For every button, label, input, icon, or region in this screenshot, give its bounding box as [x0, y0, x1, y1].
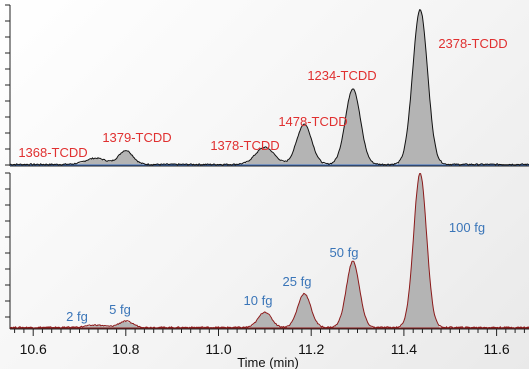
peak-label-2378-tcdd: 2378-TCDD	[438, 36, 507, 51]
peak-10-fg	[245, 312, 285, 328]
peak-label-1478-tcdd: 1478-TCDD	[278, 114, 347, 129]
peak-label-2-fg: 2 fg	[66, 309, 88, 324]
peak-1379-tcdd	[105, 151, 147, 165]
peak-50-fg	[333, 261, 373, 328]
peak-label-1234-tcdd: 1234-TCDD	[307, 68, 376, 83]
peak-5-fg	[105, 321, 147, 328]
top-panel: 1368-TCDD 1379-TCDD 1378-TCDD 1478-TCDD 1234…	[5, 4, 529, 167]
peak-label-25-fg: 25 fg	[283, 274, 312, 289]
x-tick-label: 10.8	[112, 341, 139, 357]
peak-label-1368-tcdd: 1368-TCDD	[18, 145, 87, 160]
peak-25-fg	[284, 294, 324, 328]
trace-line	[9, 9, 529, 166]
x-tick-label: 10.6	[20, 341, 47, 357]
bottom-panel: 2 fg 5 fg 10 fg 25 fg 50 fg 100 fg	[5, 172, 529, 329]
peak-1478-tcdd	[282, 124, 327, 165]
peak-1378-tcdd	[237, 147, 293, 165]
x-axis: 10.6 10.8 11.0 11.2 11.4 11.6	[10, 328, 529, 357]
peak-label-10-fg: 10 fg	[244, 293, 273, 308]
peak-label-50-fg: 50 fg	[330, 245, 359, 260]
peak-label-100-fg: 100 fg	[449, 220, 485, 235]
peak-2378-tcdd	[397, 10, 443, 165]
peak-label-5-fg: 5 fg	[109, 302, 131, 317]
x-tick-label: 11.0	[205, 341, 231, 357]
peak-1234-tcdd	[330, 89, 376, 165]
x-tick-label: 11.2	[298, 341, 324, 357]
x-axis-label: Time (min)	[237, 355, 299, 369]
peak-label-1379-tcdd: 1379-TCDD	[102, 130, 171, 145]
peak-label-1378-tcdd: 1378-TCDD	[210, 138, 279, 153]
peak-100-fg	[400, 174, 440, 328]
x-tick-label: 11.4	[391, 341, 417, 357]
trace-line	[9, 173, 529, 329]
x-tick-label: 11.6	[483, 341, 509, 357]
